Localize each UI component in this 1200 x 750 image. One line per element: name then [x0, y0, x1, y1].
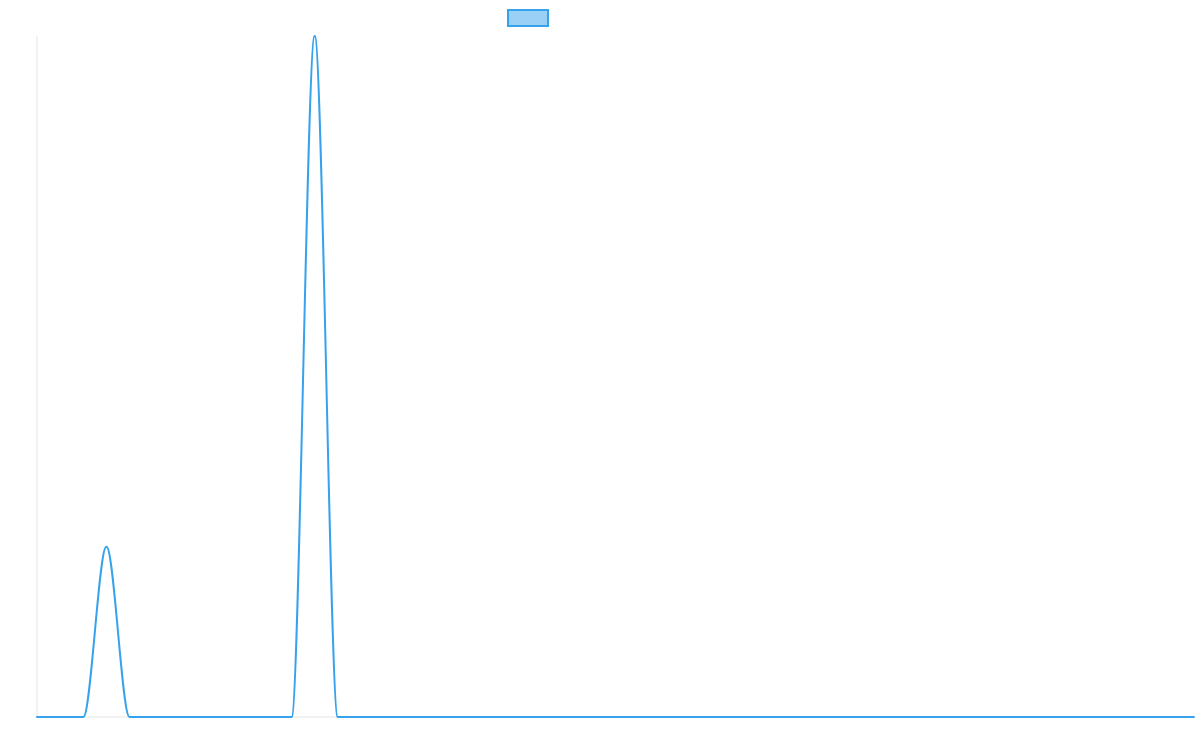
series-layer [36, 35, 1195, 719]
series-line-0 [36, 35, 1195, 719]
legend-swatch[interactable] [507, 9, 549, 27]
legend[interactable] [507, 9, 549, 27]
